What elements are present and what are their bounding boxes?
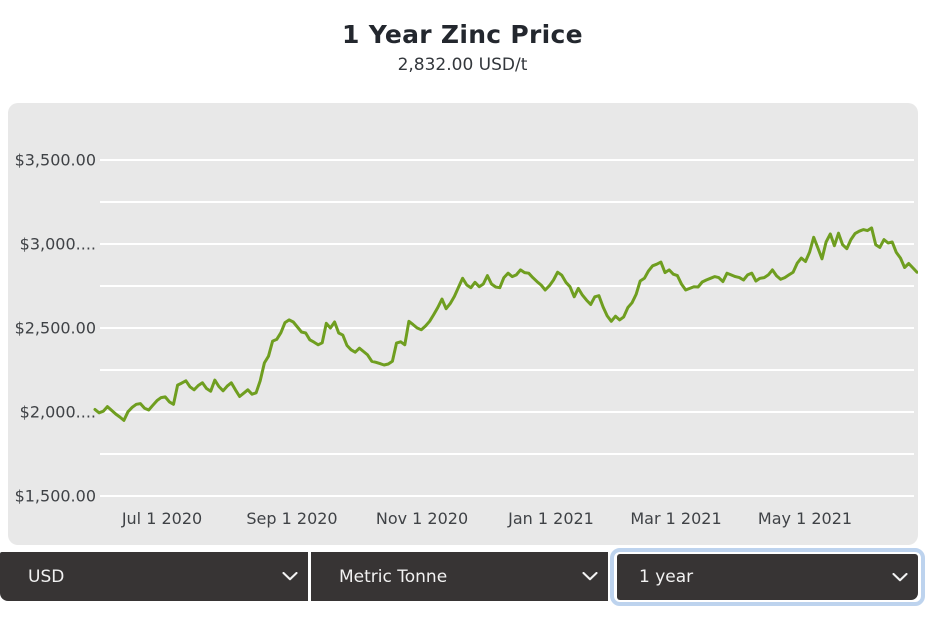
x-axis-label: Mar 1 2021 (630, 509, 721, 528)
chart-controls: USD Metric Tonne 1 year (0, 548, 925, 608)
price-chart-svg: $3,500.00 $3,000.... $2,500.00 $2,000.... $1… (15, 151, 918, 528)
unit-select-value: Metric Tonne (339, 566, 448, 587)
period-select-value: 1 year (639, 567, 694, 587)
y-axis-label: $2,500.00 (15, 319, 96, 338)
price-chart-panel: $3,500.00 $3,000.... $2,500.00 $2,000.... $1… (8, 103, 918, 545)
y-axis-label: $3,000.... (20, 235, 96, 254)
unit-select[interactable]: Metric Tonne (311, 552, 608, 601)
y-axis-label: $3,500.00 (15, 151, 96, 170)
x-axis-label: Nov 1 2020 (376, 509, 468, 528)
currency-select[interactable]: USD (0, 552, 308, 601)
y-axis-label: $2,000.... (20, 403, 96, 422)
period-select-focus-ring: 1 year (610, 548, 925, 606)
chevron-down-icon (582, 572, 598, 581)
x-axis-label: Jul 1 2020 (121, 509, 202, 528)
chevron-down-icon (892, 572, 908, 581)
currency-select-value: USD (28, 566, 65, 587)
price-line (93, 226, 918, 422)
x-axis-label: Jan 1 2021 (507, 509, 594, 528)
y-axis-label: $1,500.00 (15, 487, 96, 506)
page-title: 1 Year Zinc Price (342, 20, 583, 49)
period-select[interactable]: 1 year (617, 554, 918, 600)
current-price: 2,832.00 USD/t (397, 55, 528, 75)
chevron-down-icon (282, 572, 298, 581)
x-axis-label: Sep 1 2020 (246, 509, 337, 528)
x-axis-label: May 1 2021 (758, 509, 852, 528)
